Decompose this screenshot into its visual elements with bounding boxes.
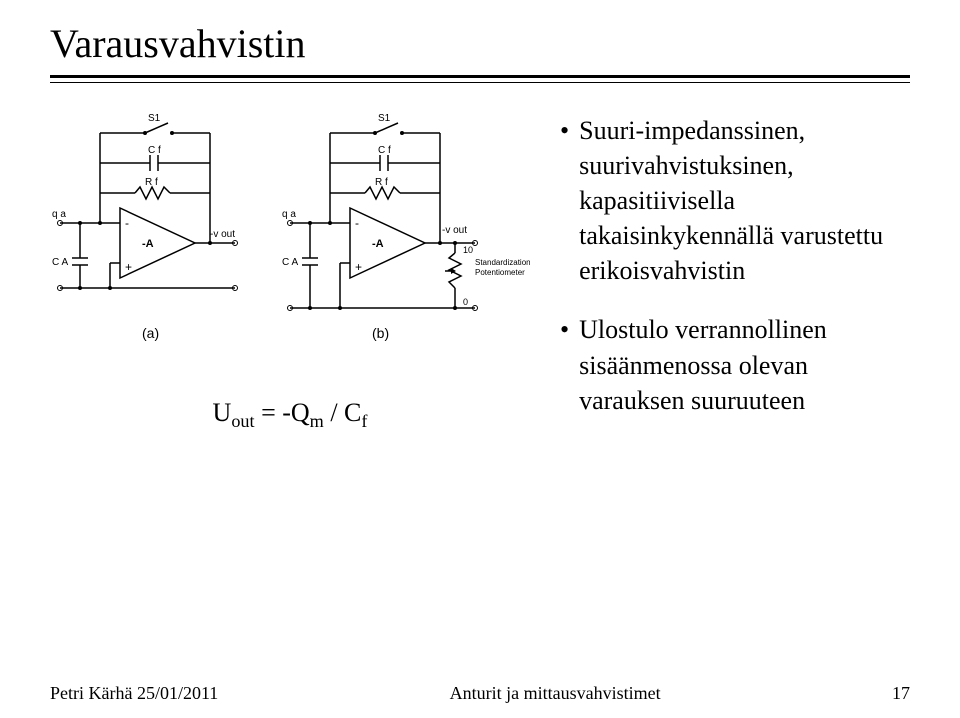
circuit-b-qa-label: q a <box>282 209 296 220</box>
bullet-dot-icon: • <box>560 312 569 417</box>
circuit-a: S1 C f R f <box>50 113 250 358</box>
bullet-2-text: Ulostulo verrannollinen sisäänmenossa ol… <box>579 312 910 417</box>
eq-div: / C <box>324 398 362 427</box>
eq-out: out <box>231 411 254 431</box>
eq-u: U <box>213 398 232 427</box>
circuit-a-tag: (a) <box>142 325 159 341</box>
title-underline <box>50 75 910 83</box>
right-column: • Suuri-impedanssinen, suurivahvistuksin… <box>560 113 910 442</box>
circuit-b-r0: 0 <box>463 297 468 307</box>
circuit-b-s1-label: S1 <box>378 113 391 124</box>
circuit-b-minus: - <box>355 216 359 230</box>
footer-center: Anturit ja mittausvahvistimet <box>450 683 661 704</box>
circuit-a-qa-label: q a <box>52 209 66 220</box>
circuit-b-vout: -v out <box>442 225 467 236</box>
circuit-b-cf-label: C f <box>378 145 391 156</box>
circuit-b-tag: (b) <box>372 325 389 341</box>
footer-right: 17 <box>892 683 910 704</box>
circuit-a-s1-label: S1 <box>148 113 161 124</box>
equation: Uout = -Qm / Cf <box>50 398 530 432</box>
footer: Petri Kärhä 25/01/2011 Anturit ja mittau… <box>50 683 910 704</box>
circuit-b-rf-label: R f <box>375 177 388 188</box>
circuit-b-r10: 10 <box>463 245 473 255</box>
circuit-a-gain: -A <box>142 238 154 250</box>
circuit-a-rf-label: R f <box>145 177 158 188</box>
circuit-a-plus: + <box>125 260 132 274</box>
circuit-a-svg: S1 C f R f <box>50 113 250 353</box>
eq-m: m <box>310 411 324 431</box>
eq-f: f <box>361 411 367 431</box>
circuit-b-plus: + <box>355 260 362 274</box>
bullet-1: • Suuri-impedanssinen, suurivahvistuksin… <box>560 113 910 288</box>
circuit-a-minus: - <box>125 216 129 230</box>
circuit-a-vout: -v out <box>210 229 235 240</box>
circuit-a-cf-label: C f <box>148 145 161 156</box>
circuit-b-gain: -A <box>372 238 384 250</box>
bullet-dot-icon: • <box>560 113 569 288</box>
circuit-b: S1 C f R f <box>280 113 530 358</box>
circuit-b-svg: S1 C f R f <box>280 113 530 353</box>
left-column: S1 C f R f <box>50 113 530 442</box>
page-title: Varausvahvistin <box>50 20 910 67</box>
circuit-b-pot2: Potentiometer <box>475 268 525 277</box>
circuit-a-ca-label: C A <box>52 257 68 268</box>
footer-left: Petri Kärhä 25/01/2011 <box>50 683 218 704</box>
diagram-row: S1 C f R f <box>50 113 530 358</box>
content-row: S1 C f R f <box>50 113 910 442</box>
circuit-b-pot1: Standardization <box>475 258 530 267</box>
bullet-1-text: Suuri-impedanssinen, suurivahvistuksinen… <box>579 113 910 288</box>
eq-eq: = -Q <box>255 398 310 427</box>
bullet-2: • Ulostulo verrannollinen sisäänmenossa … <box>560 312 910 417</box>
circuit-b-ca-label: C A <box>282 257 298 268</box>
